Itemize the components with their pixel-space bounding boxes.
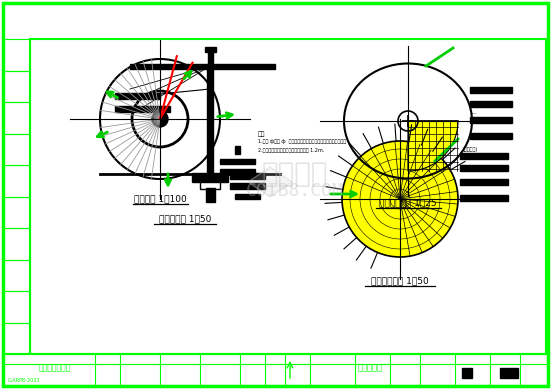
Wedge shape xyxy=(408,121,458,171)
Text: 说明: 说明 xyxy=(258,131,266,137)
Text: 2.龙架材料结构材料龙架材料结构材料 1.2m.: 2.龙架材料结构材料龙架材料结构材料 1.2m. xyxy=(258,148,324,153)
Bar xyxy=(3,322,30,354)
Bar xyxy=(30,39,546,354)
Text: 花架施工图: 花架施工图 xyxy=(358,363,382,373)
Bar xyxy=(500,368,518,378)
Bar xyxy=(460,195,508,201)
Bar xyxy=(205,47,216,52)
Text: 杭州园林景计院: 杭州园林景计院 xyxy=(39,363,71,373)
Text: 1.龙柱 ф钢管 ф  预埋预埋预埋预埋预埋预埋预埋预埋预埋预埋: 1.龙柱 ф钢管 ф 预埋预埋预埋预埋预埋预埋预埋预埋预埋预埋 xyxy=(258,139,346,144)
Bar xyxy=(462,368,472,378)
Bar xyxy=(470,133,512,139)
Text: 龙架基础平面 1：25: 龙架基础平面 1：25 xyxy=(379,198,437,207)
Bar xyxy=(470,117,512,123)
Text: 龙架立剖面 1：50: 龙架立剖面 1：50 xyxy=(159,214,211,224)
Text: G.ARPB-2023: G.ARPB-2023 xyxy=(8,378,41,384)
Bar xyxy=(460,153,508,159)
Bar xyxy=(3,354,548,386)
Bar xyxy=(3,259,30,291)
Bar xyxy=(470,101,512,107)
Text: 龙架平面 1：100: 龙架平面 1：100 xyxy=(134,194,186,203)
Bar xyxy=(460,165,508,171)
Text: COIB8.COM: COIB8.COM xyxy=(246,182,344,200)
Bar xyxy=(460,179,508,185)
Bar xyxy=(192,173,228,182)
Bar xyxy=(3,196,30,228)
Bar xyxy=(115,93,160,99)
Bar xyxy=(3,70,30,102)
Bar xyxy=(230,173,265,179)
Bar xyxy=(3,133,30,165)
Bar xyxy=(200,181,220,189)
Bar xyxy=(220,169,255,174)
Bar xyxy=(220,159,255,164)
Bar xyxy=(3,165,30,196)
Bar xyxy=(130,64,275,69)
Text: 龙架结构平面 1：50: 龙架结构平面 1：50 xyxy=(371,277,429,286)
Bar xyxy=(3,228,30,259)
Circle shape xyxy=(152,111,168,127)
Bar xyxy=(206,188,215,202)
Bar xyxy=(3,291,30,322)
Bar xyxy=(230,183,265,189)
Bar xyxy=(235,194,260,199)
Bar xyxy=(3,39,30,70)
Bar xyxy=(235,146,240,154)
Bar xyxy=(470,87,512,93)
Bar xyxy=(115,106,170,112)
Text: (最小间距): (最小间距) xyxy=(463,147,478,151)
Text: ___: ___ xyxy=(470,110,477,114)
Polygon shape xyxy=(248,167,292,197)
Text: 土木在线: 土木在线 xyxy=(262,160,328,188)
Bar xyxy=(3,102,30,133)
Bar xyxy=(207,64,213,174)
Bar xyxy=(208,52,213,64)
Circle shape xyxy=(342,141,458,257)
